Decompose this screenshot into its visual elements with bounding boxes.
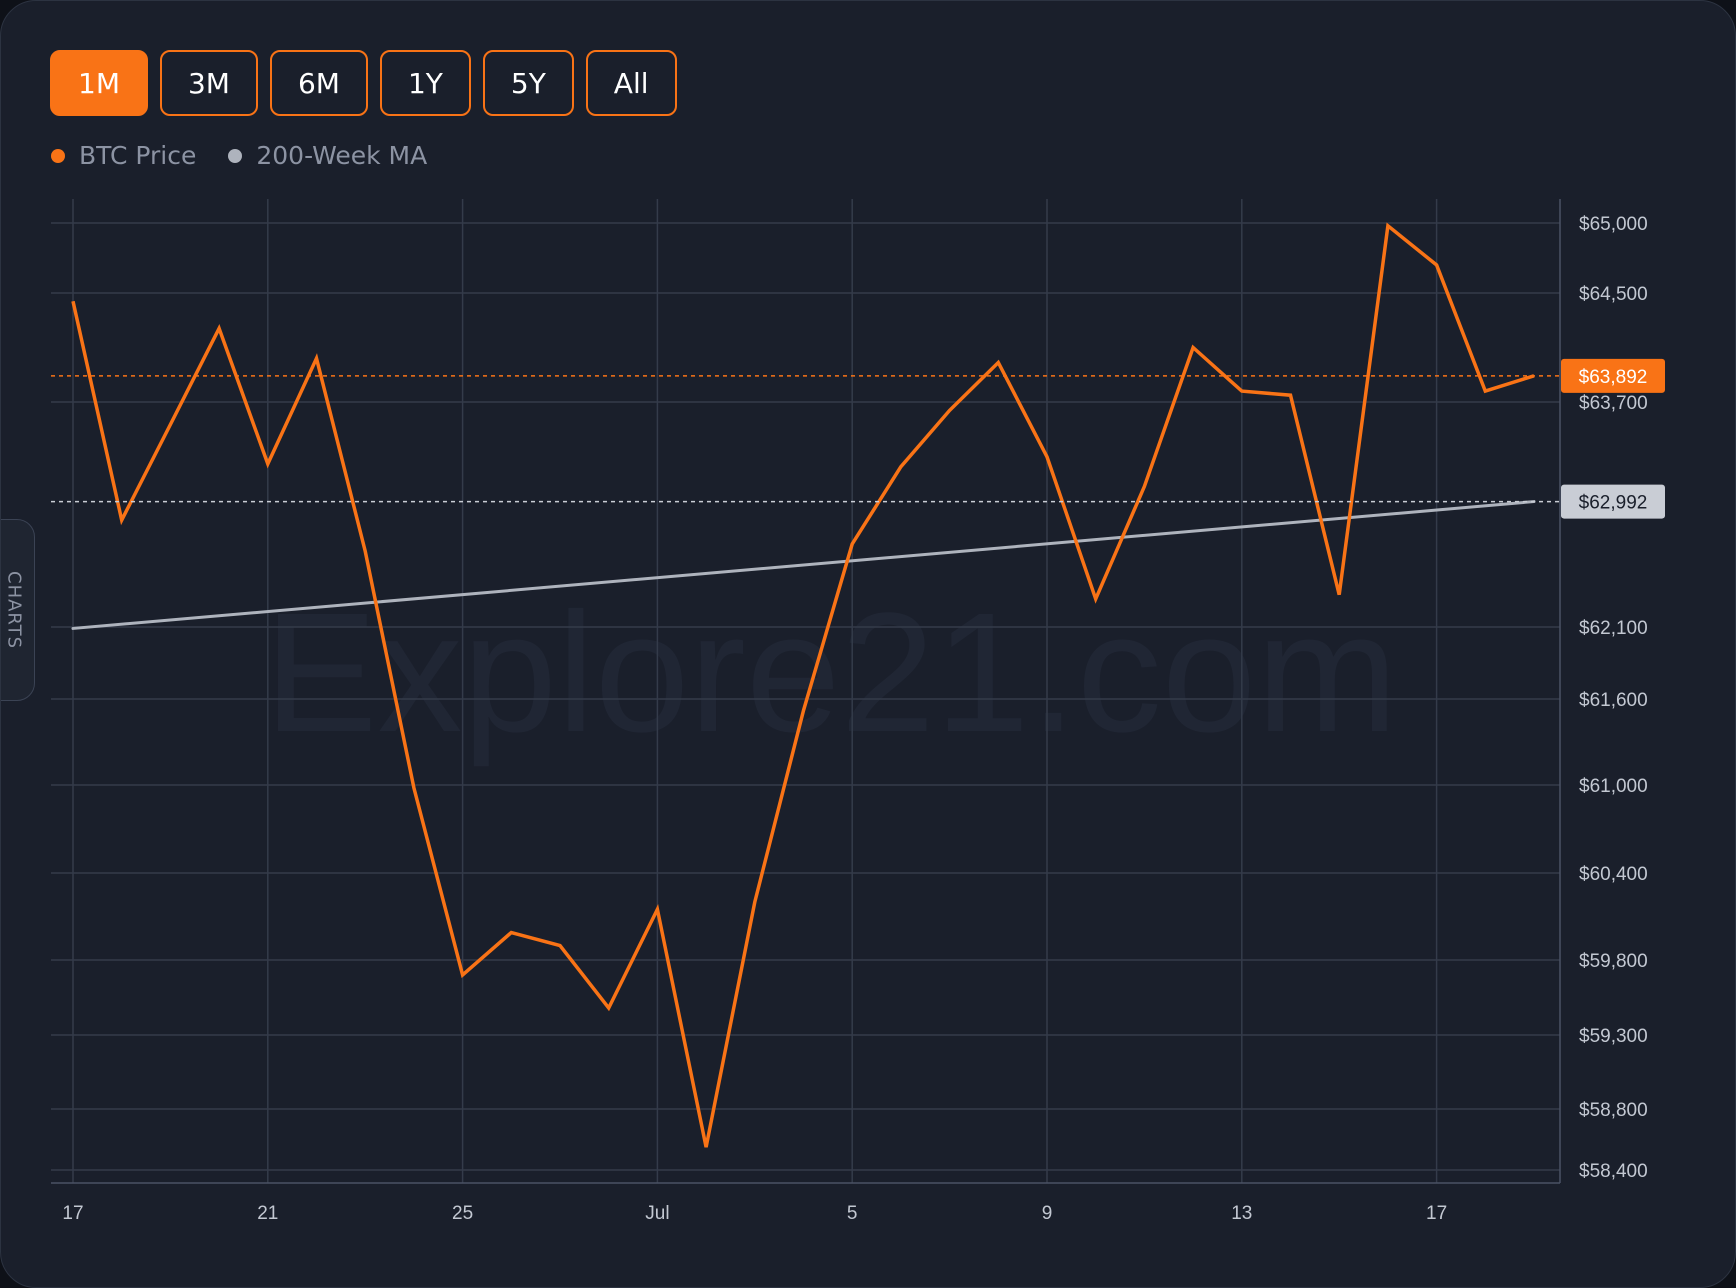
- x-tick-label: 17: [62, 1203, 83, 1224]
- y-tick-label: $58,400: [1579, 1161, 1648, 1182]
- range-button-1y[interactable]: 1Y: [379, 50, 471, 116]
- watermark-text: Explore21.com: [264, 578, 1398, 768]
- y-tick-label: $60,400: [1579, 864, 1648, 885]
- range-button-3m[interactable]: 3M: [159, 50, 258, 116]
- series-line-200-week-ma: [71, 500, 1536, 630]
- range-button-1m[interactable]: 1M: [50, 50, 148, 116]
- legend-item-200-week-ma[interactable]: 200-Week MA: [228, 141, 427, 170]
- legend-item-btc-price[interactable]: BTC Price: [51, 141, 196, 170]
- 200-week-ma-last-value-badge: [1561, 484, 1665, 519]
- y-tick-label: $63,700: [1579, 393, 1648, 414]
- x-tick-label: 9: [1042, 1203, 1053, 1224]
- y-tick-label: $61,600: [1579, 690, 1648, 711]
- y-tick-label: $64,500: [1579, 284, 1648, 305]
- x-tick-label: 5: [847, 1203, 858, 1224]
- y-tick-label: $61,000: [1579, 776, 1648, 797]
- range-button-all[interactable]: All: [585, 50, 677, 116]
- time-range-selector: 1M 3M 6M 1Y 5Y All: [50, 50, 677, 116]
- y-tick-label: $58,800: [1579, 1100, 1648, 1121]
- range-button-5y[interactable]: 5Y: [482, 50, 574, 116]
- series-line-btc-price: [71, 222, 1535, 1148]
- y-tick-label: $65,000: [1579, 214, 1648, 235]
- legend-dot-btc-price: [51, 148, 65, 163]
- x-tick-label: 13: [1231, 1203, 1252, 1224]
- y-tick-label: $59,800: [1579, 951, 1648, 972]
- charts-side-tab-label: CHARTS: [3, 570, 25, 650]
- y-tick-label: $59,300: [1579, 1026, 1648, 1047]
- legend-dot-200-week-ma: [228, 148, 243, 163]
- x-tick-label: 17: [1426, 1203, 1447, 1224]
- x-tick-label: Jul: [645, 1203, 669, 1224]
- range-button-6m[interactable]: 6M: [269, 50, 368, 116]
- x-tick-label: 21: [257, 1203, 278, 1224]
- y-tick-label: $62,100: [1579, 618, 1648, 639]
- charts-side-tab[interactable]: CHARTS: [1, 519, 35, 701]
- chart-legend: BTC Price 200-Week MA: [51, 141, 427, 170]
- btc-price-last-value-badge: [1561, 358, 1665, 393]
- btc-price-last-value-label: $63,892: [1579, 367, 1648, 388]
- x-tick-label: 25: [452, 1203, 473, 1224]
- legend-label-200-week-ma: 200-Week MA: [256, 141, 428, 170]
- 200-week-ma-last-value-label: $62,992: [1579, 493, 1648, 514]
- legend-label-btc-price: BTC Price: [79, 141, 197, 170]
